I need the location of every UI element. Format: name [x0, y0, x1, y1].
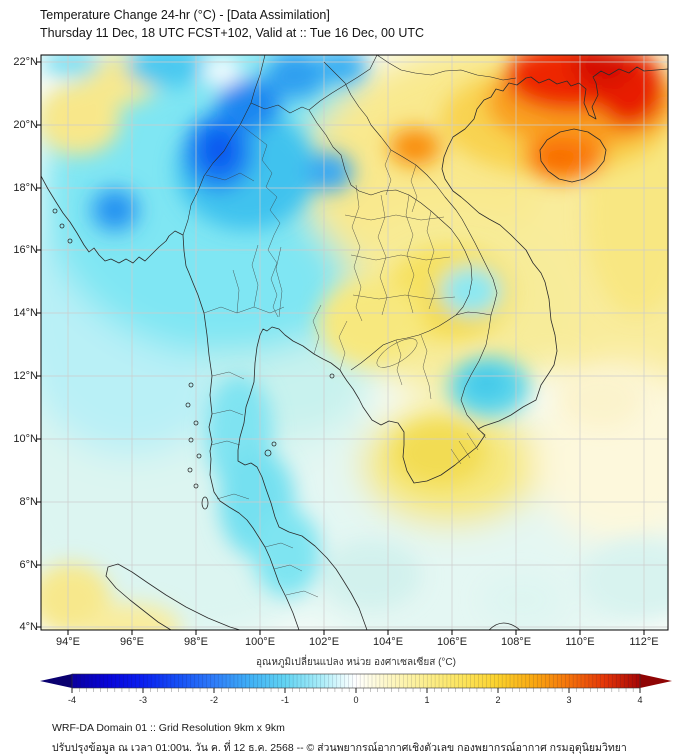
- lat-label-6n: 6°N: [19, 559, 38, 571]
- lon-label-100e: 100°E: [244, 636, 276, 648]
- graticule-gridlines: [41, 55, 668, 630]
- lat-label-4n: 4°N: [19, 621, 38, 633]
- lon-label-110e: 110°E: [565, 636, 595, 648]
- colorbar-title: อุณหภูมิเปลี่ยนแปลง หน่วย องศาเซลเซียส (…: [256, 657, 456, 668]
- lon-label-108e: 108°E: [500, 636, 532, 648]
- cb-tick-4: 4: [637, 695, 642, 705]
- page-subtitle: Thursday 11 Dec, 18 UTC FCST+102, Valid …: [40, 26, 425, 40]
- cb-tick-2: 2: [495, 695, 500, 705]
- lon-label-112e: 112°E: [629, 636, 659, 648]
- lon-label-98e: 98°E: [184, 636, 208, 648]
- lon-label-106e: 106°E: [436, 636, 468, 648]
- cb-tick-neg4: -4: [68, 695, 76, 705]
- colorbar-major-ticks: [71, 688, 641, 693]
- cb-tick-1: 1: [424, 695, 429, 705]
- lon-label-96e: 96°E: [120, 636, 144, 648]
- coastlines: [40, 66, 669, 631]
- colorbar-canvas: -4 -3 -2 -1 0 1 2 3 4: [40, 673, 672, 705]
- colorbar-segment-dividers: [72, 674, 640, 688]
- country-borders: [182, 54, 517, 430]
- lat-label-10n: 10°N: [13, 433, 38, 445]
- footer-model-info: WRF-DA Domain 01 :: Grid Resolution 9km …: [52, 722, 285, 734]
- weather-map: [36, 54, 669, 635]
- cb-tick-0: 0: [353, 695, 358, 705]
- map-canvas: [36, 54, 669, 635]
- lat-label-18n: 18°N: [13, 182, 38, 194]
- cb-tick-neg3: -3: [139, 695, 147, 705]
- colorbar-tick-labels: -4 -3 -2 -1 0 1 2 3 4: [68, 695, 643, 705]
- lon-label-94e: 94°E: [56, 636, 80, 648]
- lon-label-104e: 104°E: [372, 636, 404, 648]
- province-boundaries: [203, 124, 487, 598]
- colorbar-left-arrow: [40, 674, 72, 688]
- lon-label-102e: 102°E: [308, 636, 340, 648]
- lat-label-22n: 22°N: [13, 56, 38, 68]
- lat-label-20n: 20°N: [13, 119, 38, 131]
- cb-tick-neg2: -2: [210, 695, 218, 705]
- colorbar-right-arrow: [640, 674, 672, 688]
- cb-tick-neg1: -1: [281, 695, 289, 705]
- colorbar: -4 -3 -2 -1 0 1 2 3 4: [40, 672, 672, 708]
- footer-update-info: ปรับปรุงข้อมูล ณ เวลา 01:00น. วัน ค. ที่…: [52, 742, 627, 754]
- map-border: [40, 54, 669, 631]
- lat-label-14n: 14°N: [13, 307, 38, 319]
- page-title: Temperature Change 24-hr (°C) - [Data As…: [40, 8, 330, 22]
- lat-label-16n: 16°N: [13, 244, 38, 256]
- lat-label-12n: 12°N: [13, 370, 38, 382]
- axis-ticks: [36, 61, 645, 635]
- cb-tick-3: 3: [566, 695, 571, 705]
- lat-label-8n: 8°N: [19, 496, 38, 508]
